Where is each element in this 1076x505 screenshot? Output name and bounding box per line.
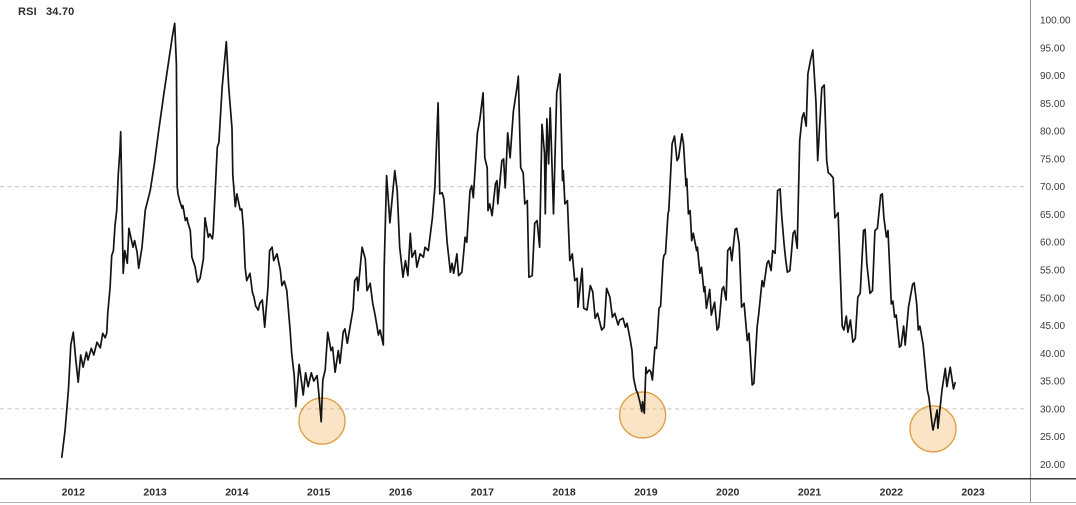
grid-layer — [0, 186, 1026, 410]
y-axis-tick-label: 40.00 — [1040, 349, 1065, 360]
y-axis-tick-label: 20.00 — [1040, 460, 1065, 471]
y-axis-tick-label: 25.00 — [1040, 432, 1065, 443]
x-axis-tick-label: 2013 — [143, 487, 167, 499]
y-axis-tick-label: 95.00 — [1040, 43, 1065, 54]
x-axis-tick-label: 2019 — [634, 487, 658, 499]
x-axis-tick-label: 2018 — [552, 487, 576, 499]
x-axis-tick-label: 2020 — [716, 487, 740, 499]
y-axis-tick-label: 65.00 — [1040, 210, 1065, 221]
y-axis-tick-label: 75.00 — [1040, 154, 1065, 165]
rsi-line — [60, 22, 956, 459]
highlight-circle-2 — [618, 391, 667, 439]
indicator-name: RSI — [18, 6, 37, 18]
y-axis-tick-label: 45.00 — [1040, 321, 1065, 332]
y-axis-tick-label: 50.00 — [1040, 293, 1065, 304]
line-layer — [60, 22, 956, 459]
x-axis-tick-label: 2014 — [225, 487, 249, 499]
x-axis-tick-label: 2016 — [389, 487, 413, 499]
y-axis-tick-label: 55.00 — [1040, 266, 1065, 277]
indicator-label: RSI 34.70 — [18, 6, 74, 18]
x-axis-tick-label: 2017 — [471, 487, 495, 499]
indicator-value: 34.70 — [45, 6, 75, 18]
x-axis-tick-label: 2015 — [307, 487, 331, 499]
y-axis-tick-label: 100.00 — [1040, 16, 1071, 27]
y-axis-tick-label: 90.00 — [1040, 71, 1065, 82]
y-axis-scale[interactable]: 100.00 95.00 90.00 85.00 80.00 75.00 70.00 65.0… — [1040, 16, 1071, 471]
x-axis-tick-label: 2021 — [798, 487, 822, 499]
x-axis-scale[interactable]: 2012 2013 2014 2015 2016 2017 2018 2019 2020 2021… — [62, 487, 985, 499]
x-axis-tick-label: 2012 — [62, 487, 86, 499]
y-axis-tick-label: 35.00 — [1040, 377, 1065, 388]
highlight-layer — [298, 391, 957, 453]
x-axis-tick-label: 2023 — [961, 487, 985, 499]
y-axis-tick-label: 70.00 — [1040, 182, 1065, 193]
y-axis-tick-label: 85.00 — [1040, 99, 1065, 110]
y-axis-tick-label: 30.00 — [1040, 404, 1065, 415]
x-axis-tick-label: 2022 — [880, 487, 904, 499]
y-axis-tick-label: 60.00 — [1040, 238, 1065, 249]
y-axis-tick-label: 80.00 — [1040, 127, 1065, 138]
